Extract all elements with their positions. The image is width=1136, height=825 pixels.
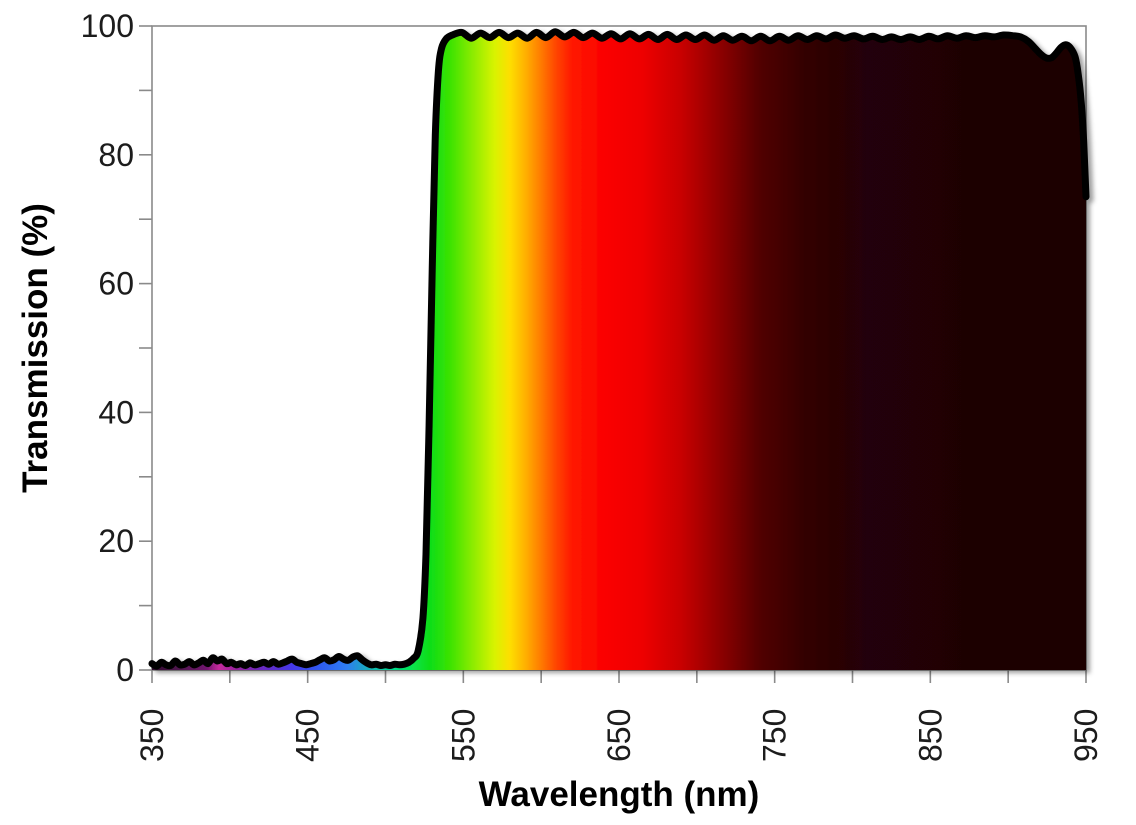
y-tick-label: 100 <box>81 8 134 44</box>
x-tick-label: 750 <box>757 709 793 762</box>
x-tick-label: 950 <box>1068 709 1104 762</box>
x-tick-label: 850 <box>912 709 948 762</box>
x-tick-label: 650 <box>601 709 637 762</box>
y-tick-label: 60 <box>98 266 134 302</box>
transmission-curve <box>148 28 1090 670</box>
y-tick-label: 20 <box>98 523 134 559</box>
y-tick-label: 80 <box>98 137 134 173</box>
spectrum-area-fill <box>152 31 1086 671</box>
x-tick-label: 550 <box>445 709 481 762</box>
y-tick-label: 0 <box>116 652 134 688</box>
y-tick-label: 40 <box>98 394 134 430</box>
x-tick-label: 350 <box>134 709 170 762</box>
y-axis-title: Transmission (%) <box>16 203 55 493</box>
x-axis-title: Wavelength (nm) <box>478 775 760 814</box>
x-tick-label: 450 <box>290 709 326 762</box>
